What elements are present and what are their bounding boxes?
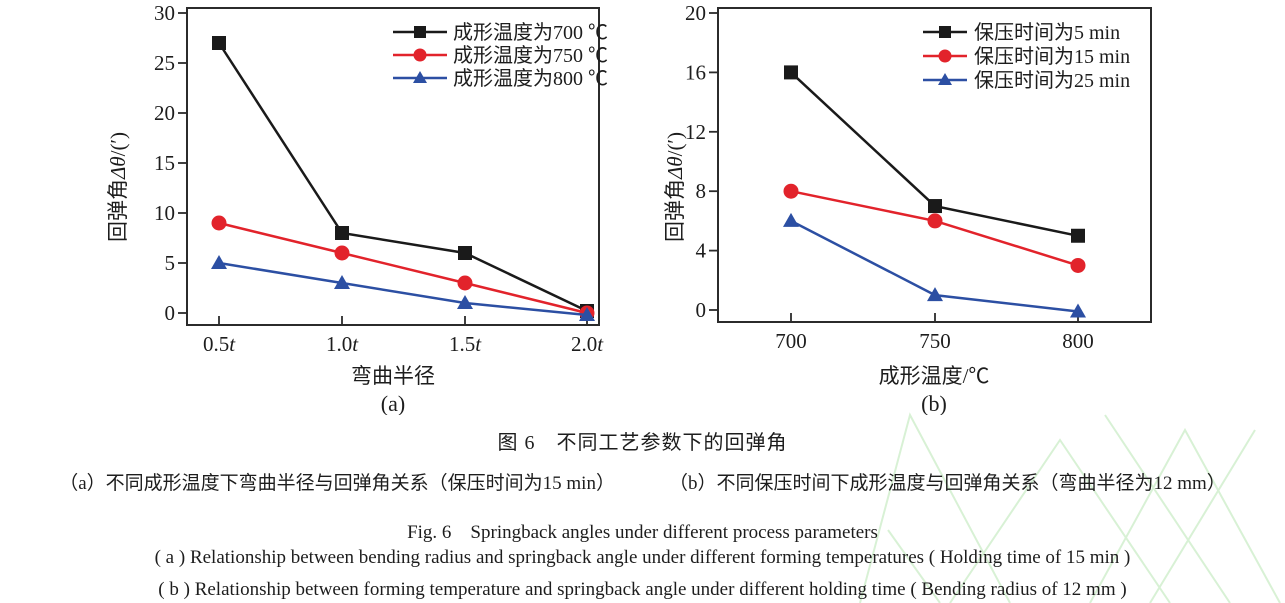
series-marker: [458, 246, 472, 260]
caption-cn-subcaptions: （a）不同成形温度下弯曲半径与回弹角关系（保压时间为15 min） （b）不同保…: [0, 468, 1285, 495]
series-marker: [335, 226, 349, 240]
series-line: [218, 221, 588, 315]
series-marker: [211, 215, 227, 231]
series-marker: [579, 307, 595, 321]
y-tick-label: 25: [154, 51, 175, 75]
series-marker: [783, 183, 799, 199]
legend-marker: [414, 26, 426, 38]
y-tick-label: 5: [165, 251, 176, 275]
legend-marker: [413, 48, 427, 62]
series-marker: [927, 213, 943, 229]
legend-label: 保压时间为15 min: [974, 45, 1130, 68]
legend-marker: [939, 26, 951, 38]
legend-label: 成形温度为800 ℃: [453, 67, 608, 90]
x-axis-title: 弯曲半径: [351, 364, 435, 388]
series-marker: [334, 275, 350, 289]
legend-marker: [938, 73, 952, 85]
legend-marker: [413, 71, 427, 83]
y-axis-title: 回弹角Δθ/(′): [106, 132, 130, 242]
series-marker: [1070, 303, 1086, 318]
y-tick-label: 16: [685, 60, 706, 84]
series-marker: [928, 199, 942, 214]
series-marker: [334, 245, 350, 261]
x-axis-title: 成形温度/℃: [879, 364, 990, 388]
legend-label: 保压时间为5 min: [974, 21, 1120, 44]
y-tick-label: 20: [685, 1, 706, 25]
y-tick-label: 4: [696, 239, 707, 263]
series-marker: [212, 36, 226, 50]
legend-label: 保压时间为25 min: [974, 69, 1130, 92]
plot-frame: [186, 7, 600, 326]
series-line: [217, 42, 588, 313]
y-tick-label: 0: [165, 301, 176, 325]
y-tick-label: 15: [154, 151, 175, 175]
x-tick-label: 1.5t: [449, 332, 482, 356]
y-tick-label: 0: [696, 298, 707, 322]
x-tick-label: 750: [919, 329, 951, 353]
caption-en-a: ( a ) Relationship between bending radiu…: [154, 547, 1131, 568]
series-marker: [1070, 257, 1086, 273]
series-marker: [211, 255, 227, 269]
subplot-label: (a): [381, 391, 405, 415]
series-marker: [927, 287, 943, 302]
series-line: [218, 261, 588, 317]
caption-cn-b: （b）不同保压时间下成形温度与回弹角关系（弯曲半径为12 mm）: [668, 473, 1226, 494]
y-tick-label: 8: [696, 179, 707, 203]
y-tick-label: 30: [154, 1, 175, 25]
legend-label: 成形温度为750 ℃: [453, 44, 608, 67]
subplot-label: (b): [921, 391, 947, 415]
y-tick-label: 12: [685, 120, 706, 144]
x-tick-label: 0.5t: [203, 332, 236, 356]
legend-label: 成形温度为700 ℃: [453, 21, 608, 44]
series-marker: [784, 65, 798, 80]
x-tick-label: 800: [1062, 329, 1094, 353]
x-tick-label: 1.0t: [326, 332, 359, 356]
series-marker: [457, 295, 473, 309]
y-axis-title: 回弹角Δθ/(′): [663, 132, 687, 242]
x-tick-label: 700: [775, 329, 807, 353]
x-tick-label: 2.0t: [571, 332, 604, 356]
y-tick-label: 20: [154, 101, 175, 125]
series-marker: [457, 275, 473, 291]
legend-marker: [938, 49, 952, 63]
series-marker: [1071, 228, 1085, 243]
series-marker: [783, 212, 799, 227]
caption-cn-title: 图 6 不同工艺参数下的回弹角: [497, 432, 788, 454]
caption-en-b: ( b ) Relationship between forming tempe…: [158, 579, 1127, 600]
caption-cn-a: （a）不同成形温度下弯曲半径与回弹角关系（保压时间为15 min）: [59, 473, 615, 494]
plot-frame: [717, 7, 1152, 323]
y-tick-label: 10: [154, 201, 175, 225]
caption-en-title: Fig. 6 Springback angles under different…: [407, 522, 878, 543]
